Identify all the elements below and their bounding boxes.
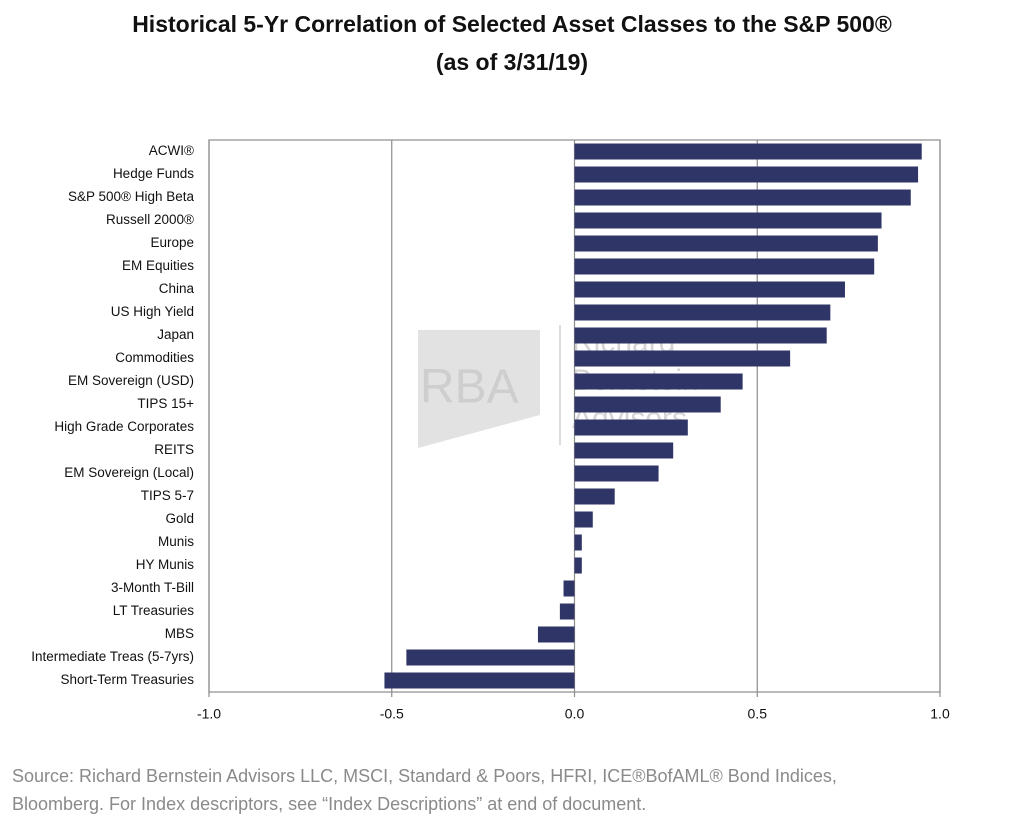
y-tick-label: LT Treasuries xyxy=(113,603,195,618)
bar xyxy=(574,304,831,321)
x-tick-label: -0.5 xyxy=(380,706,404,722)
bar xyxy=(563,580,575,597)
y-tick-label: Japan xyxy=(157,327,194,342)
y-tick-label: High Grade Corporates xyxy=(54,419,194,434)
bar xyxy=(574,419,688,436)
watermark-logo xyxy=(418,325,561,448)
bar xyxy=(384,672,575,689)
y-tick-label: China xyxy=(159,281,195,296)
x-tick-label: 1.0 xyxy=(930,706,950,722)
y-tick-label: Hedge Funds xyxy=(113,166,194,181)
y-tick-label: Gold xyxy=(165,511,194,526)
bar xyxy=(574,488,615,505)
y-tick-label: EM Sovereign (Local) xyxy=(64,465,194,480)
bar xyxy=(574,189,911,206)
y-tick-label: Russell 2000® xyxy=(106,212,194,227)
x-tick-label: -1.0 xyxy=(197,706,221,722)
bar xyxy=(574,212,882,229)
y-tick-label: ACWI® xyxy=(149,143,194,158)
bar xyxy=(574,557,582,574)
y-tick-label: S&P 500® High Beta xyxy=(68,189,195,204)
y-tick-label: Intermediate Treas (5-7yrs) xyxy=(31,649,194,664)
chart-subtitle: (as of 3/31/19) xyxy=(436,49,588,75)
bar xyxy=(574,396,721,413)
y-tick-label: EM Sovereign (USD) xyxy=(68,373,194,388)
y-tick-label: REITS xyxy=(154,442,194,457)
bar xyxy=(574,327,827,344)
y-tick-label: TIPS 15+ xyxy=(137,396,194,411)
x-tick-label: 0.0 xyxy=(565,706,585,722)
y-tick-label: Munis xyxy=(158,534,194,549)
bar xyxy=(574,281,845,298)
y-tick-label: Europe xyxy=(150,235,194,250)
watermark-text: RBA xyxy=(420,361,519,414)
y-tick-label: HY Munis xyxy=(136,557,195,572)
bar xyxy=(574,166,919,183)
chart-title: Historical 5-Yr Correlation of Selected … xyxy=(132,11,892,37)
bar xyxy=(574,258,875,275)
bar xyxy=(574,373,743,390)
bar xyxy=(406,649,575,666)
y-tick-label: EM Equities xyxy=(122,258,194,273)
bar xyxy=(574,235,878,252)
y-tick-label: 3-Month T-Bill xyxy=(111,580,194,595)
source-note: Source: Richard Bernstein Advisors LLC, … xyxy=(12,766,837,814)
bar xyxy=(574,350,791,367)
watermark-shape xyxy=(418,330,540,448)
bar xyxy=(574,534,582,551)
x-tick-label: 0.5 xyxy=(748,706,768,722)
bar xyxy=(574,511,593,528)
bar xyxy=(574,442,674,459)
bar xyxy=(559,603,575,620)
bar xyxy=(574,143,922,160)
y-tick-label: MBS xyxy=(165,626,194,641)
y-tick-label: Commodities xyxy=(115,350,194,365)
bar xyxy=(574,465,659,482)
y-tick-label: TIPS 5-7 xyxy=(141,488,194,503)
y-tick-label: Short-Term Treasuries xyxy=(60,672,194,687)
y-tick-label: US High Yield xyxy=(111,304,194,319)
bar xyxy=(537,626,575,643)
